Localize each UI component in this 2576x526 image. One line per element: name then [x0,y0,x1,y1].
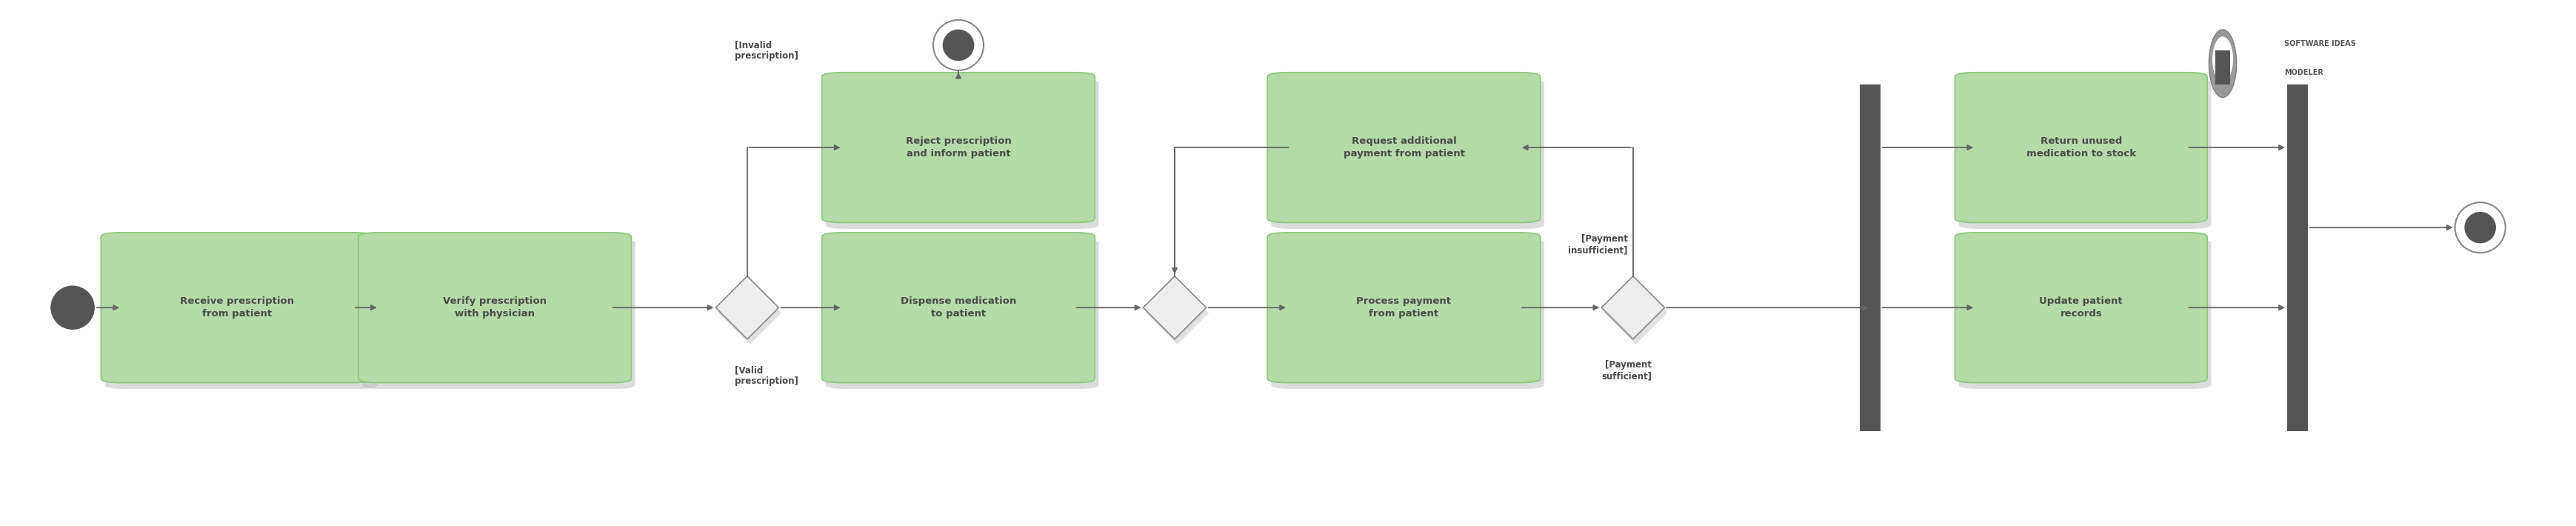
FancyBboxPatch shape [822,73,1095,222]
Polygon shape [1605,281,1667,345]
Polygon shape [1146,281,1208,345]
FancyBboxPatch shape [1955,232,2208,383]
FancyBboxPatch shape [363,239,636,389]
Ellipse shape [52,286,95,330]
Ellipse shape [2465,212,2496,244]
Polygon shape [1602,276,1664,339]
FancyBboxPatch shape [1273,239,1543,389]
Bar [2287,85,2308,431]
Text: Process payment
from patient: Process payment from patient [1358,297,1450,319]
FancyBboxPatch shape [822,232,1095,383]
Text: Return unused
medication to stock: Return unused medication to stock [2027,137,2136,158]
Text: Reject prescription
and inform patient: Reject prescription and inform patient [907,137,1012,158]
Ellipse shape [2208,29,2236,97]
Bar [1860,85,1880,431]
FancyBboxPatch shape [1958,79,2210,229]
Text: [Invalid
prescription]: [Invalid prescription] [734,40,799,61]
Text: [Payment
sufficient]: [Payment sufficient] [1602,360,1651,381]
Text: Verify prescription
with physician: Verify prescription with physician [443,297,546,319]
Polygon shape [719,281,781,345]
FancyBboxPatch shape [1267,73,1540,222]
Text: Update patient
records: Update patient records [2040,297,2123,319]
FancyBboxPatch shape [827,239,1100,389]
FancyBboxPatch shape [1958,239,2210,389]
Ellipse shape [933,20,984,70]
FancyBboxPatch shape [1955,73,2208,222]
Text: Receive prescription
from patient: Receive prescription from patient [180,297,294,319]
FancyBboxPatch shape [1273,79,1543,229]
FancyBboxPatch shape [1267,232,1540,383]
FancyBboxPatch shape [100,232,374,383]
FancyBboxPatch shape [827,79,1100,229]
Polygon shape [1144,276,1206,339]
Text: [Payment
insufficient]: [Payment insufficient] [1569,235,1628,255]
Text: Request additional
payment from patient: Request additional payment from patient [1342,137,1466,158]
FancyBboxPatch shape [106,239,379,389]
Polygon shape [716,276,778,339]
FancyBboxPatch shape [358,232,631,383]
Ellipse shape [943,29,974,61]
Text: SOFTWARE IDEAS: SOFTWARE IDEAS [2285,41,2357,48]
Ellipse shape [2455,203,2506,253]
Ellipse shape [2213,37,2233,82]
Text: MODELER: MODELER [2285,69,2324,77]
Text: [Valid
prescription]: [Valid prescription] [734,366,799,386]
Text: Dispense medication
to patient: Dispense medication to patient [902,297,1018,319]
Bar [2215,50,2231,84]
